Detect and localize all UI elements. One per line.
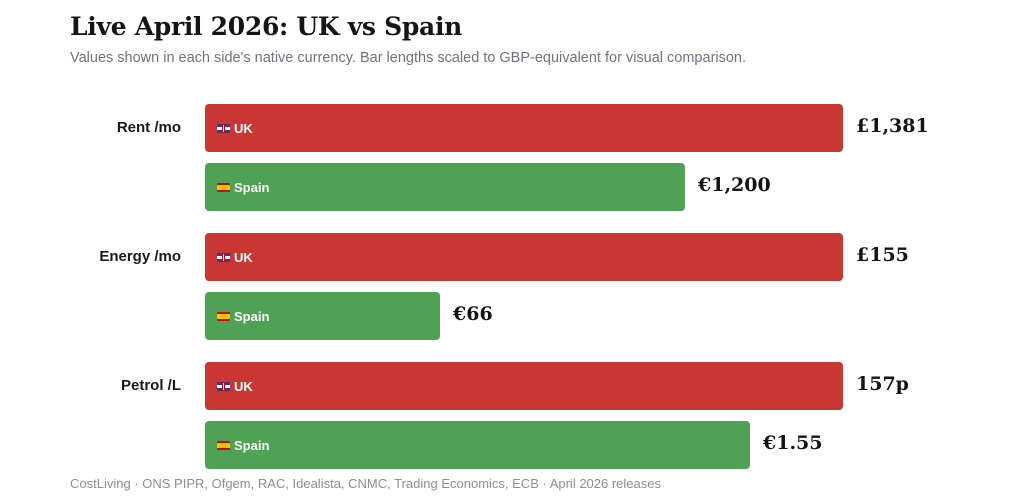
chart-subtitle: Values shown in each side's native curre… <box>70 50 747 66</box>
spain-flag-icon <box>217 311 230 321</box>
value-label-rent-mo-uk: £1,381 <box>856 115 929 137</box>
bar-series-label: UK <box>234 378 253 394</box>
value-label-petrol-l-spain: €1.55 <box>763 432 823 454</box>
chart-title: Live April 2026: UK vs Spain <box>70 12 463 41</box>
value-label-energy-mo-uk: £155 <box>856 244 909 266</box>
bar-series-label: UK <box>234 249 253 265</box>
value-label-rent-mo-spain: €1,200 <box>698 174 771 196</box>
bar-energy-mo-uk: UK <box>205 233 843 281</box>
spain-flag-icon <box>217 440 230 450</box>
bar-series-label: Spain <box>234 179 270 195</box>
bar-series-label: UK <box>234 120 253 136</box>
bar-petrol-l-spain: Spain <box>205 421 750 469</box>
bar-series-label: Spain <box>234 437 270 453</box>
source-footer: CostLiving · ONS PIPR, Ofgem, RAC, Ideal… <box>70 476 661 491</box>
bar-petrol-l-uk: UK <box>205 362 843 410</box>
group-label-rent-mo: Rent /mo <box>116 119 181 136</box>
uk-flag-icon <box>217 381 230 391</box>
value-label-energy-mo-spain: €66 <box>453 303 493 325</box>
group-label-energy-mo: Energy /mo <box>99 248 181 265</box>
group-label-petrol-l: Petrol /L <box>120 377 181 394</box>
spain-flag-icon <box>217 182 230 192</box>
value-label-petrol-l-uk: 157p <box>856 373 909 395</box>
uk-flag-icon <box>217 252 230 262</box>
bar-rent-mo-uk: UK <box>205 104 843 152</box>
bar-series-label: Spain <box>234 308 270 324</box>
bar-rent-mo-spain: Spain <box>205 163 685 211</box>
uk-flag-icon <box>217 123 230 133</box>
bar-energy-mo-spain: Spain <box>205 292 440 340</box>
